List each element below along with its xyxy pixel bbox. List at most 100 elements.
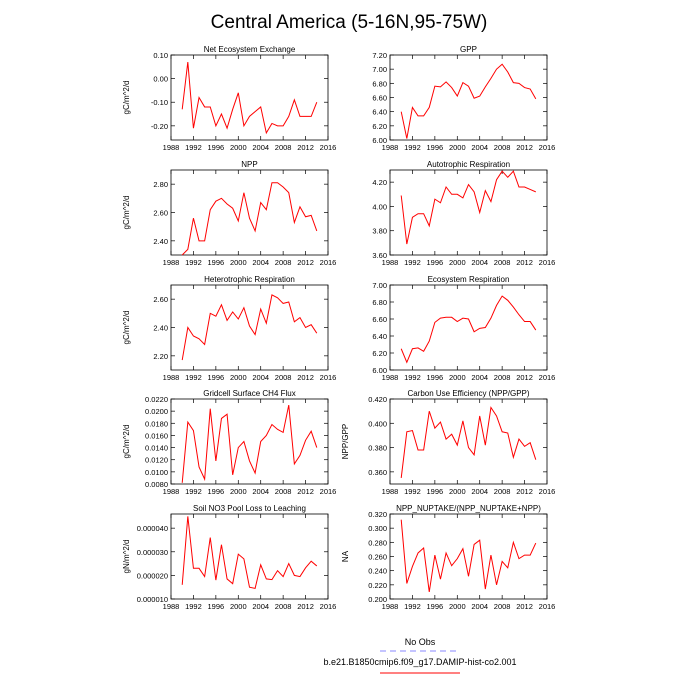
x-tick-label: 2000	[449, 143, 466, 152]
plot-frame	[170, 398, 329, 485]
panel-title: Soil NO3 Pool Loss to Leaching	[193, 504, 306, 513]
x-tick-label: 2012	[516, 602, 533, 611]
series-line-model	[400, 170, 536, 245]
y-tick-label: 0.000020	[137, 571, 168, 580]
series-line-model	[400, 406, 537, 478]
x-tick-label: 2016	[320, 143, 337, 152]
y-tick-label: 0.0100	[145, 468, 168, 477]
y-tick-label: 0.360	[368, 468, 387, 477]
x-tick-label: 2000	[449, 258, 466, 267]
panel-npp-nuptake-npp-nuptake-npp: NPP_NUPTAKE/(NPP_NUPTAKE+NPP) 1988 1992 199…	[341, 504, 555, 611]
y-tick-label: 0.280	[368, 538, 387, 547]
panel-autotrophic-respiration: Autotrophic Respiration 1988 1992 1996 2000 2…	[372, 160, 555, 267]
x-tick-label: 1988	[382, 487, 399, 496]
y-tick-label: 2.60	[153, 209, 168, 218]
y-tick-label: 0.0120	[145, 456, 168, 465]
panel-title: GPP	[460, 45, 477, 54]
panel-title: Autotrophic Respiration	[427, 160, 510, 169]
panel-npp: NPP 1988 1992 1996 2000 2004 2008 2012 2016 2.80 2…	[122, 160, 336, 267]
series-line-model	[400, 295, 537, 364]
x-tick-label: 1996	[208, 487, 225, 496]
plot-frame	[170, 513, 329, 600]
x-tick-label: 2004	[471, 602, 488, 611]
x-tick-label: 2004	[252, 373, 269, 382]
series-line-model	[181, 516, 318, 589]
x-tick-label: 1996	[208, 373, 225, 382]
x-tick-label: 1988	[382, 602, 399, 611]
series-line-model	[181, 294, 318, 361]
x-tick-label: 2000	[230, 487, 247, 496]
x-tick-label: 2008	[275, 602, 292, 611]
y-axis-label: gC/m^2/d	[122, 81, 131, 115]
series-line-model	[181, 182, 318, 256]
y-tick-label: 7.00	[372, 281, 387, 290]
plot-frame	[389, 398, 548, 485]
x-tick-label: 1992	[185, 373, 202, 382]
x-tick-label: 2004	[471, 373, 488, 382]
x-tick-label: 1996	[427, 487, 444, 496]
panel-title: Heterotrophic Respiration	[204, 275, 295, 284]
x-tick-label: 2008	[494, 373, 511, 382]
x-tick-label: 2004	[252, 487, 269, 496]
panel-title: NPP	[241, 160, 257, 169]
x-tick-label: 2012	[516, 143, 533, 152]
x-tick-label: 2016	[539, 258, 556, 267]
y-tick-label: 6.40	[372, 332, 387, 341]
x-tick-label: 2004	[471, 487, 488, 496]
y-tick-label: 0.420	[368, 395, 387, 404]
y-tick-label: 4.00	[372, 202, 387, 211]
x-tick-label: 1988	[163, 602, 180, 611]
panel-title: Ecosystem Respiration	[428, 275, 510, 284]
series-line-model	[400, 63, 537, 139]
x-tick-label: 2000	[230, 258, 247, 267]
panel-gpp: GPP 1988 1992 1996 2000 2004 2008 2012 2016 7.20 7…	[372, 45, 555, 152]
y-tick-label: 0.0080	[145, 480, 168, 489]
x-tick-label: 2016	[320, 487, 337, 496]
x-tick-label: 2008	[494, 258, 511, 267]
x-tick-label: 1996	[208, 143, 225, 152]
x-tick-label: 1996	[208, 602, 225, 611]
panel-heterotrophic-respiration: Heterotrophic Respiration 1988 1992 1996 200…	[122, 275, 336, 382]
x-tick-label: 1992	[185, 258, 202, 267]
x-tick-label: 2008	[494, 143, 511, 152]
x-tick-label: 1992	[185, 143, 202, 152]
y-tick-label: 0.0140	[145, 444, 168, 453]
x-tick-label: 2004	[252, 258, 269, 267]
y-tick-label: 0.0160	[145, 431, 168, 440]
plot-frame	[389, 513, 548, 600]
plot-frame	[170, 169, 329, 256]
x-tick-label: 2008	[275, 143, 292, 152]
x-tick-label: 2012	[516, 258, 533, 267]
plot-frame	[170, 54, 329, 141]
panels: Net Ecosystem Exchange 1988 1992 1996 2000 20…	[122, 45, 555, 611]
y-axis-label: gC/m^2/d	[122, 311, 131, 345]
y-axis-label: NA	[341, 550, 350, 562]
x-tick-label: 2008	[275, 258, 292, 267]
legend-label-model: b.e21.B1850cmip6.f09_g17.DAMIP-hist-co2.…	[323, 657, 516, 667]
x-tick-label: 2008	[494, 602, 511, 611]
x-tick-label: 2016	[539, 487, 556, 496]
panel-net-ecosystem-exchange: Net Ecosystem Exchange 1988 1992 1996 2000 20…	[122, 45, 336, 152]
x-tick-label: 1996	[208, 258, 225, 267]
y-tick-label: 0.00	[153, 75, 168, 84]
x-tick-label: 2012	[297, 602, 314, 611]
y-tick-label: 0.380	[368, 444, 387, 453]
x-tick-label: 2012	[297, 143, 314, 152]
y-tick-label: 4.20	[372, 178, 387, 187]
y-tick-label: 0.220	[368, 581, 387, 590]
y-axis-label: gC/m^2/d	[122, 196, 131, 230]
x-tick-label: 1988	[163, 487, 180, 496]
x-tick-label: 1992	[185, 602, 202, 611]
y-tick-label: 7.20	[372, 51, 387, 60]
y-tick-label: 6.00	[372, 136, 387, 145]
y-tick-label: 0.0180	[145, 419, 168, 428]
plot-frame	[389, 169, 548, 256]
plot-frame	[389, 284, 548, 371]
y-tick-label: 2.20	[153, 352, 168, 361]
x-tick-label: 1988	[382, 258, 399, 267]
x-tick-label: 2004	[252, 602, 269, 611]
x-tick-label: 2012	[297, 487, 314, 496]
x-tick-label: 2012	[297, 258, 314, 267]
series-line-model	[400, 519, 537, 592]
